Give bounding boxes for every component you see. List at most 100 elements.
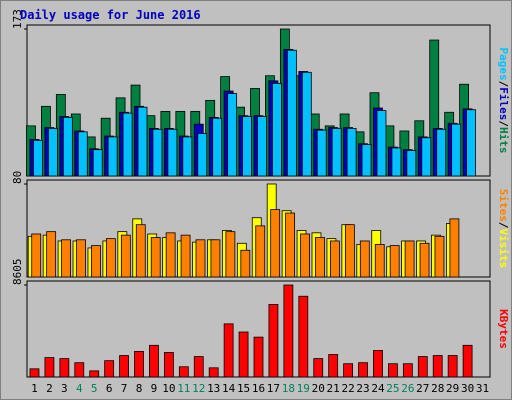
bar [466, 109, 476, 177]
bar [286, 49, 297, 177]
bar [152, 128, 163, 177]
bar [451, 123, 462, 177]
x-tick-label: 17 [267, 382, 280, 395]
bar [165, 232, 176, 278]
bar [358, 362, 368, 378]
bar [242, 116, 252, 177]
x-tick-label: 18 [282, 382, 295, 395]
bar [389, 245, 400, 278]
bar [270, 209, 281, 278]
bar [92, 149, 103, 177]
bar [120, 234, 131, 278]
bar [135, 224, 146, 278]
bar [257, 116, 267, 177]
legend-entry: Hits [497, 127, 510, 154]
x-tick-label: 29 [446, 382, 459, 395]
x-tick-label: 22 [341, 382, 354, 395]
y-tick-label: 80 [11, 171, 24, 184]
bar [122, 112, 133, 177]
legend-separator: / [497, 222, 510, 229]
legend: Sites/Visits [497, 189, 510, 269]
bar [119, 355, 129, 378]
bar [376, 110, 387, 177]
x-tick-label: 9 [151, 382, 158, 395]
bar [137, 106, 148, 177]
legend-entry: Sites [497, 189, 510, 222]
bar [253, 336, 264, 378]
bar [77, 131, 88, 177]
x-tick-label: 12 [192, 382, 205, 395]
bar [374, 244, 385, 278]
bar [76, 239, 86, 278]
bar [330, 240, 340, 278]
x-tick-label: 25 [386, 382, 399, 395]
bar [163, 352, 174, 378]
bar [419, 242, 430, 278]
x-tick-label: 10 [162, 382, 175, 395]
bar [404, 240, 415, 278]
x-tick-label: 19 [297, 382, 310, 395]
bar [225, 231, 236, 278]
bar [402, 363, 413, 378]
bar [240, 249, 251, 278]
bar [182, 136, 193, 177]
bar [61, 239, 71, 278]
bar [315, 237, 325, 278]
x-tick-label: 4 [76, 382, 83, 395]
x-tick-label: 1 [31, 382, 38, 395]
bar [343, 363, 354, 378]
bar [223, 323, 234, 378]
bar [406, 150, 417, 177]
bar [328, 354, 339, 378]
bar [195, 239, 206, 278]
x-tick-label: 13 [207, 382, 220, 395]
bar [283, 284, 294, 378]
bar [197, 133, 208, 177]
y-tick-label: 173 [11, 9, 24, 29]
bar [59, 358, 70, 378]
x-tick-label: 16 [252, 382, 265, 395]
legend-separator: / [497, 81, 510, 88]
bar [285, 212, 296, 278]
x-tick-label: 2 [46, 382, 53, 395]
legend: KBytes [497, 309, 510, 349]
bar [46, 231, 57, 278]
bar [462, 344, 473, 378]
bar [391, 147, 402, 177]
x-tick-label: 24 [371, 382, 385, 395]
bar [150, 237, 161, 278]
legend-entry: Files [497, 87, 510, 120]
bar [48, 128, 58, 177]
x-tick-label: 26 [401, 382, 414, 395]
legend-entry: Pages [497, 48, 510, 81]
bar [344, 224, 355, 278]
bar [417, 356, 428, 378]
bar [313, 358, 324, 378]
legend-text: Sites/Visits [497, 189, 510, 269]
bar [167, 128, 178, 177]
x-tick-label: 21 [327, 382, 340, 395]
legend-entry: Visits [497, 229, 510, 269]
bar [331, 128, 342, 177]
bar [62, 116, 73, 177]
x-tick-label: 8 [136, 382, 143, 395]
x-tick-label: 5 [91, 382, 98, 395]
bar [361, 144, 372, 177]
bar [255, 225, 266, 278]
legend-text: KBytes [497, 309, 510, 349]
bar [300, 233, 310, 278]
bar [449, 218, 460, 278]
bar [193, 356, 204, 378]
x-tick-label: 23 [356, 382, 369, 395]
bar [208, 367, 219, 378]
bar [227, 93, 238, 177]
x-tick-label: 7 [121, 382, 128, 395]
y-tick-label: 8605 [11, 259, 24, 286]
bar [105, 238, 116, 278]
bar [29, 368, 40, 378]
bar [346, 128, 357, 177]
legend-separator: / [497, 120, 510, 127]
x-tick-label: 15 [237, 382, 250, 395]
bar [421, 137, 432, 177]
